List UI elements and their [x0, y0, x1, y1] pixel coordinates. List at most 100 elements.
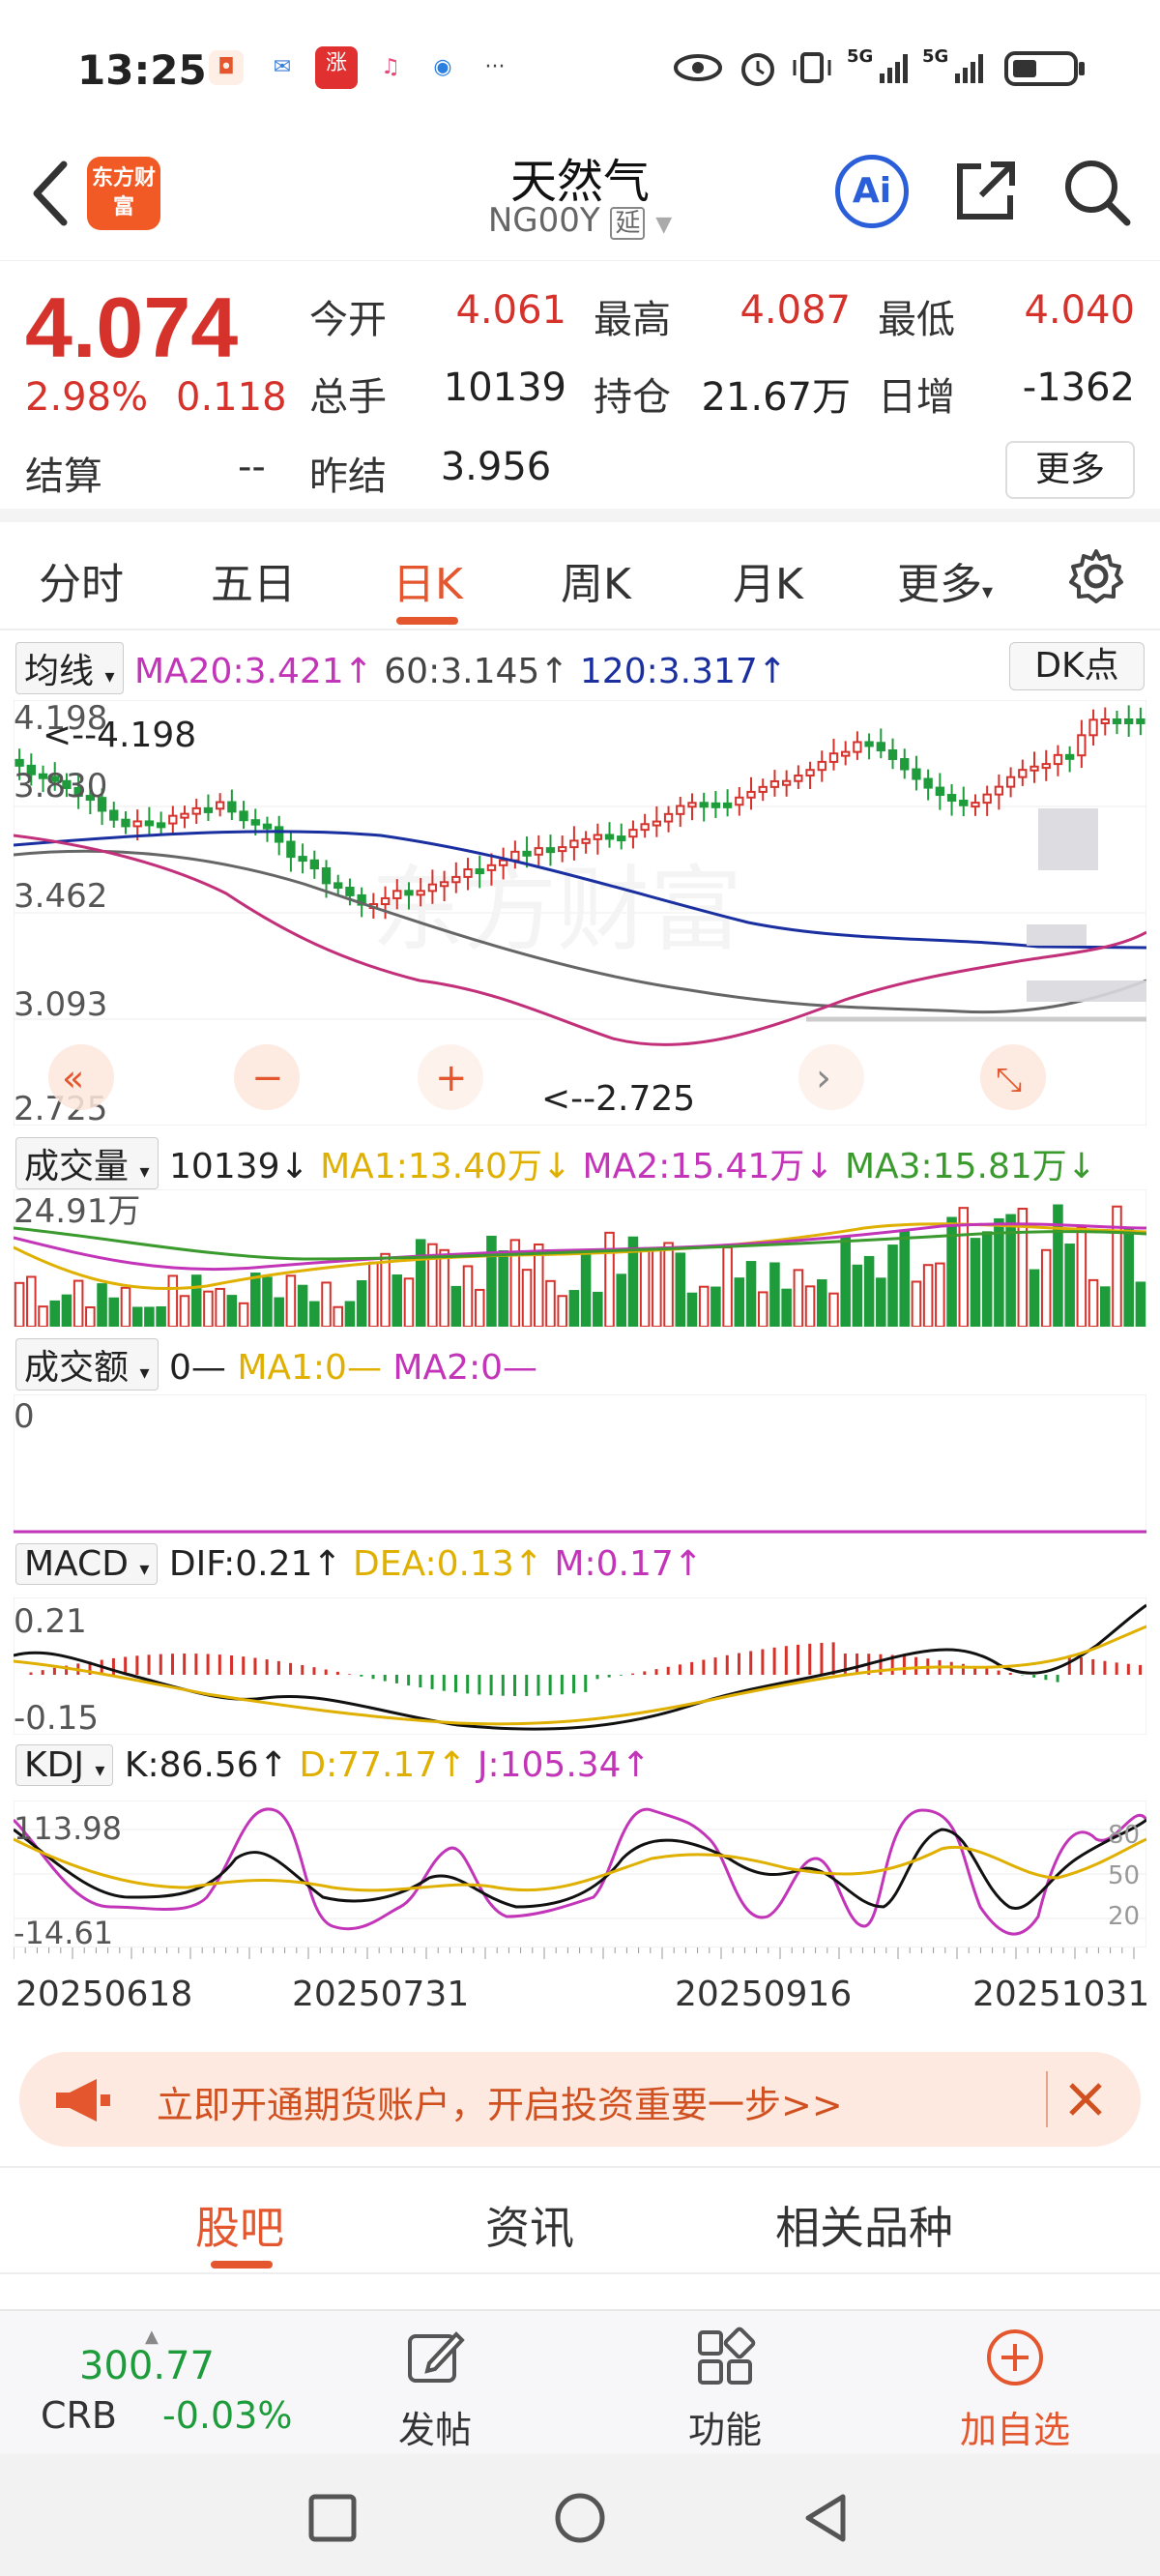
tab-intraday[interactable]: 分时 [39, 560, 124, 609]
quote-panel: 4.074 2.98% 0.118 结算 -- 今开 4.061 最高 4.08… [0, 261, 1160, 522]
volume-selector[interactable]: 成交量 ▾ [15, 1137, 159, 1189]
volume-bar [557, 1295, 567, 1327]
ma-selector[interactable]: 均线 ▾ [15, 642, 124, 694]
up-arrow-icon: ↑ [437, 1745, 467, 1785]
macd-selector[interactable]: MACD ▾ [15, 1543, 159, 1585]
kdj-level-20: 20 [1108, 1902, 1140, 1931]
candle-body [262, 823, 273, 830]
candle-body [746, 790, 756, 799]
promo-banner[interactable]: 立即开通期货账户，开启投资重要一步>> [19, 2052, 1141, 2147]
volume-bar [190, 1274, 202, 1327]
scroll-right-button[interactable]: › [798, 1044, 864, 1110]
volume-bar [686, 1292, 698, 1327]
volume-bar [450, 1285, 462, 1327]
macd-chart[interactable]: 0.21 -0.15 [14, 1597, 1146, 1735]
browser-notification-icon: ◉ [433, 55, 452, 79]
more-quote-button[interactable]: 更多 [1005, 441, 1135, 499]
x-date-4: 20251031 [972, 1975, 1150, 2014]
macd-histogram-bar [124, 1656, 128, 1675]
amount-selector-label: 成交额 [24, 1348, 130, 1388]
macd-histogram-bar [831, 1642, 835, 1675]
k-readout: K:86.56 [124, 1745, 259, 1785]
tab-five-day[interactable]: 五日 [211, 560, 296, 609]
crb-value: 300.77 [79, 2344, 215, 2388]
promo-text: 立即开通期货账户，开启投资重要一步>> [157, 2084, 843, 2126]
volume-bar [663, 1242, 674, 1327]
function-button[interactable]: 功能 [628, 2311, 822, 2456]
tab-related[interactable]: 相关品种 [775, 2202, 953, 2254]
volume-bar [14, 1281, 25, 1327]
svg-text:+: + [435, 1056, 468, 1100]
back-button[interactable] [21, 155, 79, 232]
add-watchlist-button[interactable]: 加自选 [918, 2311, 1112, 2456]
kline-chart[interactable]: 东方财富 4.198 3.830 3.462 3.093 2.725 <--4.… [14, 700, 1146, 1126]
crb-index-widget[interactable]: ▲ 300.77 CRB -0.03% [39, 2327, 292, 2446]
macd-histogram-bar [985, 1668, 989, 1675]
volume-bar [72, 1279, 84, 1327]
zoom-out-button[interactable]: − [234, 1044, 300, 1110]
tab-weekly-k[interactable]: 周K [561, 560, 631, 609]
kdj-chart[interactable]: 113.98 -14.61 80 50 20 [14, 1800, 1146, 1947]
macd-indicator-row: MACD ▾ DIF:0.21↑ DEA:0.13↑ M:0.17↑ [15, 1543, 1160, 1585]
candle-body [959, 800, 969, 806]
macd-histogram-bar [1103, 1660, 1107, 1675]
kdj-selector[interactable]: KDJ ▾ [15, 1744, 114, 1786]
candle-body [250, 819, 260, 826]
candle-body [97, 797, 107, 812]
macd-histogram-bar [360, 1675, 363, 1677]
close-icon[interactable] [1065, 2079, 1106, 2120]
ai-assistant-button[interactable]: Ai [835, 155, 909, 228]
macd-histogram-bar [678, 1664, 682, 1675]
home-button[interactable] [553, 2491, 607, 2545]
candle-body [769, 780, 780, 788]
down-arrow-icon: ↓ [279, 1147, 309, 1186]
kdj-level-50: 50 [1108, 1861, 1140, 1890]
tab-forum[interactable]: 股吧 [195, 2202, 284, 2254]
macd-histogram-bar [489, 1675, 493, 1696]
volume-chart[interactable]: 24.91万 [14, 1189, 1146, 1327]
change-amount: 0.118 [176, 375, 287, 420]
up-arrow-icon: ↑ [343, 652, 373, 691]
tab-more[interactable]: 更多▾ [897, 549, 993, 611]
search-icon[interactable] [1061, 157, 1131, 226]
recent-apps-button[interactable] [307, 2493, 358, 2543]
tab-news[interactable]: 资讯 [485, 2202, 574, 2254]
back-nav-button[interactable] [800, 2491, 851, 2545]
volume-bar [1088, 1278, 1099, 1327]
settings-gear-icon[interactable] [1067, 547, 1125, 605]
volume-bar [922, 1264, 934, 1327]
share-icon[interactable] [952, 157, 1020, 224]
macd-histogram-bar [206, 1654, 210, 1675]
volume-bar [462, 1265, 474, 1327]
zoom-in-button[interactable]: + [418, 1044, 483, 1110]
brand-logo: 东方财富 [87, 157, 160, 230]
fullscreen-button[interactable]: ⤡ [980, 1044, 1046, 1110]
macd-histogram-bar [265, 1659, 269, 1675]
up-arrow-icon: ↑ [513, 1544, 543, 1584]
volume-bar [262, 1276, 273, 1327]
volume-bar [946, 1216, 957, 1327]
amount-ma2-readout: MA2:0— [392, 1348, 538, 1388]
macd-histogram-bar [890, 1654, 894, 1675]
post-button[interactable]: 发帖 [338, 2311, 532, 2456]
volume-bar [356, 1279, 367, 1327]
candle-body [687, 802, 697, 808]
d-line [14, 1837, 1146, 1892]
contract-code: NG00Y 延 ▼ [0, 201, 1160, 240]
prev-settle-value: 3.956 [440, 445, 552, 489]
crb-label: CRB [41, 2394, 118, 2437]
amount-selector[interactable]: 成交额 ▾ [15, 1338, 159, 1390]
active-tab-underline [396, 617, 458, 625]
dk-point-button[interactable]: DK点 [1009, 642, 1145, 690]
candle-body [522, 850, 532, 857]
tab-daily-k[interactable]: 日K [392, 560, 463, 609]
candle-body [275, 826, 284, 843]
candle-body [676, 805, 685, 815]
scroll-left-button[interactable]: « [48, 1044, 114, 1110]
tab-monthly-k[interactable]: 月K [733, 560, 803, 609]
candle-body [923, 777, 933, 789]
amount-chart[interactable]: 0 [14, 1394, 1146, 1534]
macd-histogram-bar [41, 1670, 44, 1675]
status-bar: 13:25 ◘ ✉ 涨 ♫ ◉ ··· 5G 5G [0, 0, 1160, 135]
dea-line [14, 1625, 1146, 1726]
